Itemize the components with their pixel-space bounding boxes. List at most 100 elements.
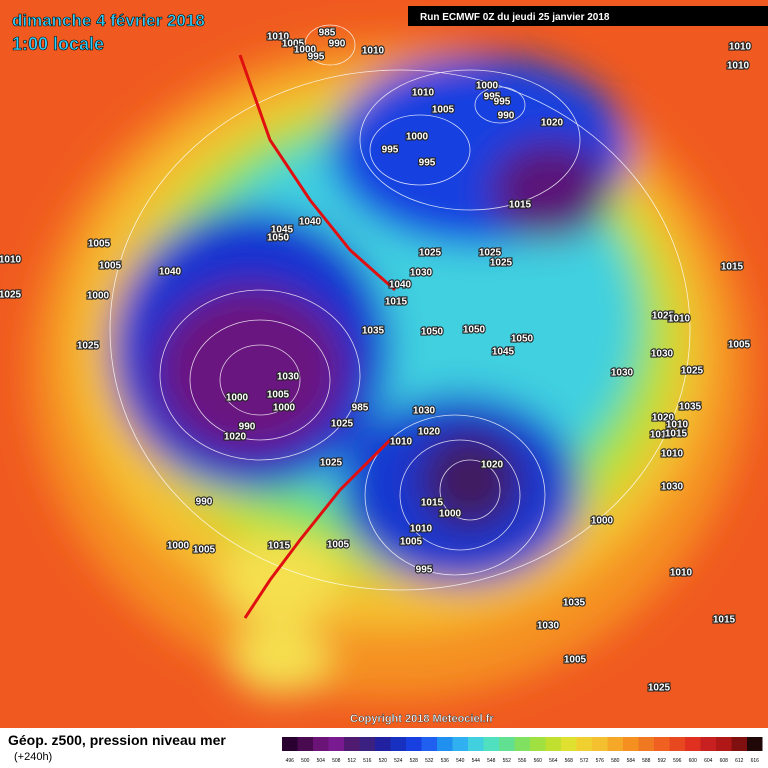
isobar-label: 1025 (331, 419, 354, 430)
isobar-label: 1030 (651, 349, 674, 360)
colorbar-swatch (669, 737, 685, 751)
colorbar-label: 524 (394, 758, 403, 764)
isobar-label: 1030 (410, 268, 433, 279)
isobar-label: 1000 (87, 291, 110, 302)
colorbar-label: 604 (704, 758, 713, 764)
isobar-label: 1010 (410, 524, 433, 535)
isobar-label: 1000 (226, 393, 249, 404)
isobar-label: 995 (308, 52, 325, 63)
colorbar: 496 500 504 508 512 516 520 524 528 532 536 540 544 5… (282, 737, 763, 764)
isobar-label: 1030 (661, 482, 684, 493)
isobar-label: 995 (416, 565, 433, 576)
colorbar-swatch (530, 737, 546, 751)
footer-lead: (+240h) (14, 751, 52, 763)
footer-title: Géop. z500, pression niveau mer (8, 732, 226, 748)
isobar-label: 1010 (668, 314, 691, 325)
colorbar-swatch (700, 737, 716, 751)
colorbar-label: 508 (332, 758, 341, 764)
isobar-label: 1050 (421, 327, 444, 338)
isobar-label: 1010 (362, 46, 385, 57)
colorbar-label: 584 (627, 758, 636, 764)
isobar-label: 1005 (282, 39, 305, 50)
time-title: 1:00 locale (12, 34, 104, 54)
isobar-label: 1010 (729, 42, 752, 53)
isobar-label: 1005 (400, 537, 423, 548)
isobar-label: 1010 (666, 420, 689, 431)
isobar-label: 1040 (159, 267, 182, 278)
isobar-label: 1015 (713, 615, 736, 626)
isobar-label: 1025 (490, 258, 513, 269)
isobar-label: 1010 (412, 88, 435, 99)
isobar-label: 1015 (385, 297, 408, 308)
isobar-label: 995 (484, 92, 501, 103)
colorbar-swatch (747, 737, 763, 751)
colorbar-label: 496 (286, 758, 295, 764)
isobar-label: 990 (239, 422, 256, 433)
colorbar-swatch (545, 737, 561, 751)
colorbar-swatch (607, 737, 623, 751)
colorbar-swatch (623, 737, 639, 751)
isobar-label: 1000 (167, 541, 190, 552)
isobar-label: 1025 (652, 311, 675, 322)
isobar-label: 1020 (652, 413, 675, 424)
colorbar-label: 600 (689, 758, 698, 764)
isobar-label: 1010 (267, 32, 290, 43)
colorbar-swatch (468, 737, 484, 751)
colorbar-swatch (421, 737, 437, 751)
copyright: Copyright 2018 Meteociel.fr (350, 713, 494, 725)
isobar-label: 1020 (481, 460, 504, 471)
isobar-label: 1050 (463, 325, 486, 336)
isobar-label: 1030 (537, 621, 560, 632)
colorbar-label: 596 (673, 758, 682, 764)
isobar-label: 1025 (0, 290, 22, 301)
isobar-label: 1000 (273, 403, 296, 414)
colorbar-label: 612 (735, 758, 744, 764)
isobar-label: 1015 (650, 430, 673, 441)
isobar-label: 1030 (611, 368, 634, 379)
isobar-label: 1005 (267, 390, 290, 401)
isobar-label: 1015 (665, 429, 688, 440)
colorbar-label: 564 (549, 758, 558, 764)
isobar-label: 1030 (277, 372, 300, 383)
colorbar-swatch (359, 737, 375, 751)
isobar-label: 1005 (88, 239, 111, 250)
isobar-label: 985 (352, 403, 369, 414)
isobar-label: 1015 (509, 200, 532, 211)
colorbar-swatch (592, 737, 608, 751)
colorbar-label: 520 (379, 758, 388, 764)
isobar-label: 1025 (479, 248, 502, 259)
isobar-label: 985 (319, 28, 336, 39)
isobar-label: 1030 (413, 406, 436, 417)
colorbar-swatch (452, 737, 468, 751)
isobar-label: 1045 (271, 225, 294, 236)
colorbar-swatch (328, 737, 344, 751)
isobar-label: 1010 (727, 61, 750, 72)
colorbar-label: 572 (580, 758, 589, 764)
isobar-label: 1005 (728, 340, 751, 351)
colorbar-swatch (731, 737, 747, 751)
colorbar-label: 588 (642, 758, 651, 764)
colorbar-label: 592 (658, 758, 667, 764)
isobar-label: 1005 (432, 105, 455, 116)
run-banner (408, 6, 768, 26)
colorbar-label: 556 (518, 758, 527, 764)
isobar-label: 1005 (99, 261, 122, 272)
colorbar-label: 568 (565, 758, 574, 764)
isobar-label: 995 (419, 158, 436, 169)
colorbar-swatch (344, 737, 360, 751)
isobar-label: 1035 (362, 326, 385, 337)
colorbar-label: 532 (425, 758, 434, 764)
isobar-label: 1010 (390, 437, 413, 448)
isobar-label: 1050 (267, 233, 290, 244)
colorbar-label: 560 (534, 758, 543, 764)
colorbar-swatch (576, 737, 592, 751)
isobar-label: 1010 (670, 568, 693, 579)
isobar-label: 1010 (661, 449, 684, 460)
isobar-label: 1040 (299, 217, 322, 228)
isobar-label: 1045 (492, 347, 515, 358)
run-text: Run ECMWF 0Z du jeudi 25 janvier 2018 (420, 12, 610, 23)
colorbar-swatch (499, 737, 515, 751)
isobar-label: 1035 (563, 598, 586, 609)
date-title: dimanche 4 février 2018 (12, 11, 205, 30)
